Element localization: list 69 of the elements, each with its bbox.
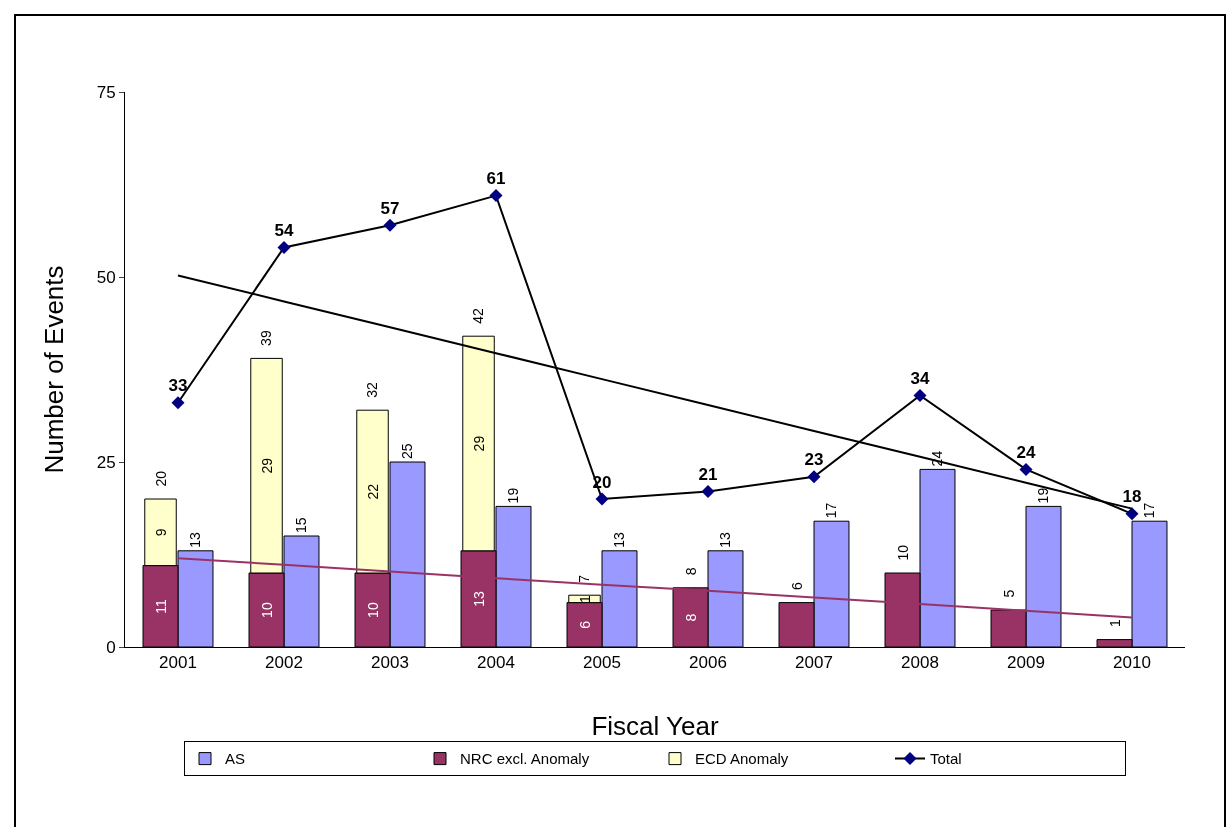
x-axis-title: Fiscal Year: [591, 711, 719, 741]
data-label: 29: [470, 435, 487, 452]
data-label: 13: [470, 591, 487, 607]
point: [807, 470, 821, 484]
data-label: 9: [152, 528, 169, 537]
legend-label: NRC excl. Anomaly: [460, 750, 590, 768]
x-tick-label: 2005: [583, 653, 621, 673]
data-label: 24: [1016, 442, 1036, 462]
x-tick-label: 2008: [901, 653, 939, 673]
y-tick-label: 50: [96, 267, 116, 287]
data-label: 11: [152, 598, 169, 614]
data-label: 19: [505, 487, 522, 504]
point: [701, 485, 715, 499]
point: [489, 189, 503, 203]
data-label: 10: [364, 602, 381, 618]
point: [913, 388, 927, 402]
legend-label: ECD Anomaly: [695, 750, 789, 768]
data-label: 1: [576, 594, 593, 603]
data-label: 22: [364, 483, 381, 500]
annotation: 6: [788, 582, 805, 591]
x-tick-label: 2010: [1113, 653, 1151, 673]
data-label: 13: [717, 532, 734, 548]
point: [277, 240, 291, 254]
data-label: 21: [698, 465, 718, 485]
data-label: 17: [1141, 502, 1158, 519]
data-label: 29: [258, 457, 275, 474]
annotation: 7: [576, 574, 593, 583]
data-label: 25: [399, 443, 416, 459]
data-label: 10: [258, 602, 275, 618]
point: [595, 492, 609, 506]
annotation: 1: [1106, 619, 1123, 628]
annotation: 10: [894, 544, 911, 561]
x-tick-label: 2001: [159, 653, 197, 673]
y-tick-label: 75: [96, 82, 116, 102]
data-label: 61: [486, 169, 506, 189]
annotation: 20: [152, 470, 169, 487]
x-tick-label: 2007: [795, 653, 833, 673]
data-label: 17: [823, 502, 840, 519]
x-tick-label: 2006: [689, 653, 727, 673]
data-label: 8: [682, 613, 699, 622]
data-label: 23: [804, 450, 824, 470]
data-label: 33: [168, 376, 188, 396]
x-tick-label: 2004: [477, 653, 515, 673]
data-label: 18: [1122, 487, 1142, 507]
data-label: 13: [611, 532, 628, 548]
point: [383, 218, 397, 232]
point: [1125, 507, 1139, 521]
y-tick-label: 0: [106, 637, 116, 657]
annotation: 8: [682, 567, 699, 576]
data-label: 13: [187, 532, 204, 548]
data-label: 15: [293, 517, 310, 533]
data-label: 54: [274, 220, 294, 240]
data-label: 57: [380, 198, 400, 218]
x-tick-label: 2003: [371, 653, 409, 673]
data-label: 19: [1035, 487, 1052, 504]
y-tick-label: 25: [96, 452, 116, 472]
annotation: 39: [258, 330, 275, 346]
point: [1019, 462, 1033, 476]
annotation: 32: [364, 381, 381, 398]
annotation: 5: [1000, 589, 1017, 598]
point: [171, 396, 185, 410]
y-axis-title: Number of Events: [39, 265, 69, 474]
x-tick-label: 2002: [265, 653, 303, 673]
legend-label: AS: [225, 750, 246, 768]
x-tick-label: 2009: [1007, 653, 1045, 673]
annotation: 42: [470, 307, 487, 324]
data-label: 6: [576, 620, 593, 629]
legend-label: Total: [930, 750, 962, 768]
data-label: 34: [910, 368, 930, 388]
